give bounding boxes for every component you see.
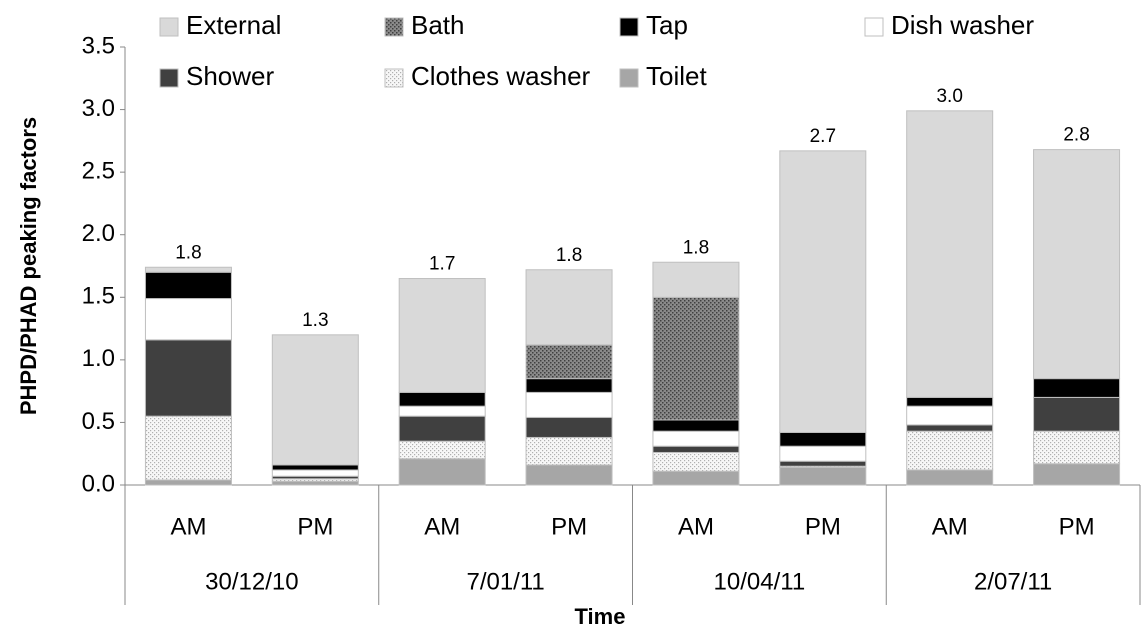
bar-segment [398, 405, 486, 417]
bar-segment [1033, 378, 1121, 398]
x-tick-label: PM [805, 513, 841, 540]
legend-swatch [619, 68, 639, 88]
bar-segment [652, 430, 740, 447]
x-axis-title: Time [575, 604, 626, 629]
bar-segment [398, 458, 486, 486]
bar-segment [652, 261, 740, 298]
x-tick-label: AM [424, 513, 460, 540]
legend-swatch [864, 17, 884, 37]
bar-segment [144, 266, 232, 273]
bar-segment [525, 436, 613, 466]
bar-segment [525, 391, 613, 418]
bar-segment [271, 334, 359, 466]
bar-segment [271, 469, 359, 477]
bar-segment [271, 480, 359, 486]
y-tick-label: 3.0 [82, 95, 115, 122]
total-label: 2.7 [810, 126, 836, 147]
group-label: 30/12/10 [205, 568, 298, 595]
bar-segment [398, 278, 486, 393]
legend-swatch [619, 17, 639, 37]
x-tick-label: AM [678, 513, 714, 540]
legend-label: Dish washer [891, 10, 1034, 40]
bar-segment [906, 430, 994, 471]
legend-swatch [159, 17, 179, 37]
bar-segment [525, 344, 613, 380]
total-label: 1.3 [302, 310, 328, 331]
legend-label: Bath [411, 10, 465, 40]
total-label: 1.8 [556, 245, 582, 266]
y-tick-label: 0.0 [82, 470, 115, 497]
x-tick-label: PM [297, 513, 333, 540]
y-axis-title: PHPD/PHAD peaking factors [16, 117, 41, 415]
legend-label: External [186, 10, 281, 40]
total-label: 2.8 [1063, 125, 1089, 146]
y-tick-label: 2.5 [82, 157, 115, 184]
y-tick-label: 1.0 [82, 345, 115, 372]
bar-segment [652, 470, 740, 486]
group-label: 2/07/11 [974, 568, 1052, 595]
legend-swatch [384, 68, 404, 88]
bar-segment [1033, 463, 1121, 486]
bar-segment [525, 378, 613, 393]
y-tick-label: 0.5 [82, 408, 115, 435]
y-tick-label: 3.5 [82, 32, 115, 59]
legend-label: Toilet [646, 61, 707, 91]
y-tick-label: 1.5 [82, 283, 115, 310]
bar-segment [525, 416, 613, 438]
bar-segment [1033, 430, 1121, 465]
group-label: 7/01/11 [466, 568, 544, 595]
group-label: 10/04/11 [714, 568, 806, 595]
legend-label: Tap [646, 10, 688, 40]
x-tick-label: PM [551, 513, 587, 540]
bar-segment [779, 150, 867, 433]
bar-segment [144, 271, 232, 300]
bar-segment [525, 464, 613, 486]
legend-swatch [384, 17, 404, 37]
bar-segment [779, 460, 867, 467]
x-tick-label: AM [932, 513, 968, 540]
x-tick-label: PM [1059, 513, 1095, 540]
legend-swatch [159, 68, 179, 88]
bar-segment [652, 445, 740, 453]
total-label: 1.8 [683, 237, 709, 258]
legend-label: Shower [186, 61, 274, 91]
bar-segment [144, 298, 232, 341]
bar-segment [652, 451, 740, 472]
bar-segment [779, 445, 867, 462]
bar-segment [144, 479, 232, 486]
bar-segment [906, 424, 994, 432]
bar-segment [652, 419, 740, 432]
x-tick-label: AM [170, 513, 206, 540]
bar-segment [1033, 396, 1121, 432]
bar-segment [906, 405, 994, 426]
bar-segment [1033, 149, 1121, 380]
total-label: 1.8 [175, 242, 201, 263]
bar-segment [525, 269, 613, 346]
bar-segment [398, 440, 486, 460]
legend-label: Clothes washer [411, 61, 591, 91]
bar-segment [144, 339, 232, 417]
y-tick-label: 2.0 [82, 220, 115, 247]
bar-segment [779, 431, 867, 447]
bar-segment [398, 391, 486, 407]
bar-segment [271, 464, 359, 471]
bar-segment [144, 415, 232, 481]
bar-segment [652, 296, 740, 421]
bar-segment [906, 110, 994, 398]
bar-segment [779, 466, 867, 486]
total-label: 1.7 [429, 254, 455, 275]
bar-segment [906, 396, 994, 407]
total-label: 3.0 [936, 86, 962, 107]
bar-segment [398, 415, 486, 442]
bar-segment [906, 469, 994, 486]
